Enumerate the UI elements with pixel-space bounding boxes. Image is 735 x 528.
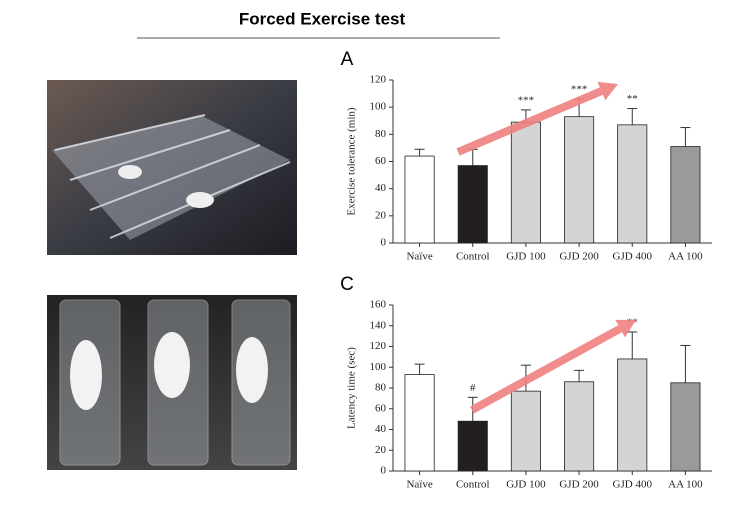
x-tick-label: AA 100 [668,251,703,263]
bar [457,420,488,472]
y-tick-label: 100 [370,361,387,373]
y-tick-label: 40 [375,182,387,194]
y-tick-label: 120 [370,74,387,86]
y-tick-label: 120 [370,340,387,352]
y-tick-label: 60 [375,155,387,167]
swim-photo [47,295,297,470]
y-tick-label: 140 [370,319,387,331]
bar [617,358,648,472]
bar [404,155,435,244]
treadmill-photo [47,80,297,255]
trend-arrow-head [597,81,618,101]
significance-label: *** [518,94,535,106]
x-tick-label: AA 100 [668,479,703,491]
y-tick-label: 40 [375,423,387,435]
significance-label: ** [627,93,638,105]
bar [670,146,701,244]
significance-label: *** [571,84,588,96]
y-tick-label: 20 [375,444,387,456]
y-axis-label: Exercise tolerance (min) [346,107,358,215]
x-tick-label: Naïve [406,479,432,491]
x-tick-label: Control [456,251,490,263]
bar [617,124,648,244]
panel-label: A [341,49,354,70]
x-tick-label: GJD 400 [613,479,653,491]
significance-label: # [470,382,476,394]
bar [670,382,701,472]
y-axis-label: Latency time (sec) [346,347,358,429]
y-tick-label: 80 [375,128,387,140]
x-tick-label: GJD 100 [506,251,546,263]
x-tick-label: GJD 200 [559,479,599,491]
slide-title: Forced Exercise test [239,9,406,28]
x-tick-label: GJD 100 [506,479,546,491]
y-tick-label: 0 [381,465,387,477]
y-tick-label: 20 [375,209,387,221]
bar [404,374,435,472]
bar [510,390,541,472]
trend-arrow [456,87,603,156]
bar [510,121,541,244]
panel-label: C [340,274,354,295]
bar [564,381,595,472]
trend-arrow-head [615,319,636,338]
y-tick-label: 60 [375,402,387,414]
y-tick-label: 80 [375,382,387,394]
bar [564,116,595,244]
y-tick-label: 160 [370,299,387,311]
x-tick-label: GJD 200 [559,251,599,263]
x-tick-label: Naïve [406,251,432,263]
y-tick-label: 0 [381,237,387,249]
x-tick-label: Control [456,479,490,491]
bar [457,165,488,244]
x-tick-label: GJD 400 [613,251,653,263]
trend-arrow [470,325,623,414]
y-tick-label: 100 [370,101,387,113]
